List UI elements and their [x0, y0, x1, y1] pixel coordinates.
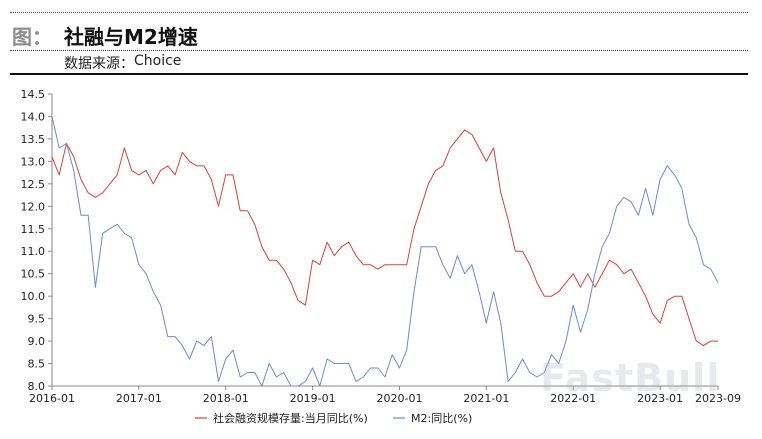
source-label: 数据来源：: [64, 56, 134, 72]
series-line-1: [51, 116, 719, 387]
y-tick-label: 13.0: [21, 155, 46, 168]
y-tick-label: 9.5: [28, 313, 46, 326]
y-tick-label: 10.5: [21, 268, 46, 281]
legend: 社会融资规模存量:当月同比(%) M2:同比(%): [195, 411, 472, 425]
y-tick-label: 13.5: [21, 133, 46, 146]
x-axis: 2016-01 2017-01 2018-01 2019-01 2020-01 2021-…: [29, 385, 741, 405]
y-tick-label: 10.0: [21, 290, 46, 303]
watermark: FastBull: [540, 356, 721, 400]
y-tick-label: 14.0: [21, 110, 46, 123]
x-tick-label: 2022-01: [550, 392, 596, 405]
header-title-row: 图： 社融与M2增速: [12, 20, 198, 50]
x-tick-label: 2023-09: [695, 392, 741, 405]
series-layer: [51, 116, 719, 387]
header-top-rule: [10, 12, 748, 13]
x-tick-label: 2021-01: [463, 392, 509, 405]
figure-label: 图：: [12, 24, 52, 49]
y-axis: 8.0 8.5 9.0 9.5 10.0 10.5 11.0 11.5 12.0 12.5 13.0…: [21, 88, 53, 393]
y-tick-label: 8.0: [28, 380, 46, 393]
y-tick-label: 12.0: [21, 200, 46, 213]
legend-label-1: M2:同比(%): [411, 412, 472, 425]
y-tick-label: 14.5: [21, 88, 46, 101]
y-tick-label: 11.5: [21, 223, 46, 236]
header-bottom-rule: [10, 73, 748, 75]
series-line-0: [51, 129, 718, 347]
x-tick-label: 2017-01: [116, 392, 162, 405]
figure-title: 社融与M2增速: [64, 24, 198, 49]
y-tick-label: 9.0: [28, 335, 46, 348]
x-tick-label: 2018-01: [203, 392, 249, 405]
source-note: 数据来源： Choice: [64, 53, 181, 73]
x-tick-label: 2023-01: [637, 392, 683, 405]
y-tick-label: 11.0: [21, 245, 46, 258]
legend-label-0: 社会融资规模存量:当月同比(%): [213, 411, 368, 425]
source-value: Choice: [134, 53, 182, 69]
x-tick-label: 2020-01: [376, 392, 422, 405]
x-tick-label: 2019-01: [290, 392, 336, 405]
header-mid-rule: [10, 50, 748, 51]
y-tick-label: 12.5: [21, 178, 46, 191]
y-tick-label: 8.5: [28, 358, 46, 371]
x-tick-label: 2016-01: [29, 392, 75, 405]
